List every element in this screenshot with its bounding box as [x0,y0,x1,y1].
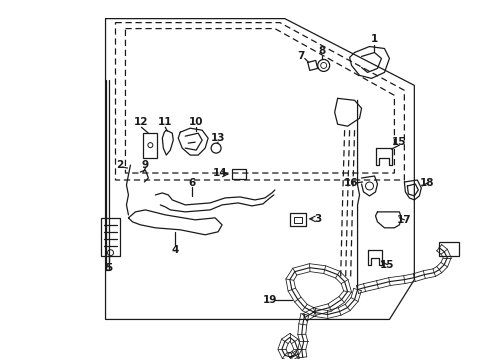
Circle shape [320,62,326,68]
Text: 11: 11 [158,117,172,127]
Bar [289,213,305,226]
Text: 1: 1 [370,33,377,44]
Text: 3: 3 [313,214,321,224]
Text: 5: 5 [105,263,112,273]
Bar [232,169,245,179]
Text: 16: 16 [343,178,357,188]
Text: 13: 13 [210,133,225,143]
Circle shape [107,250,113,256]
Text: 18: 18 [419,178,434,188]
Text: 2: 2 [116,160,123,170]
Text: 7: 7 [297,51,304,62]
Text: 9: 9 [142,160,149,170]
Text: 14: 14 [212,168,227,178]
Circle shape [317,59,329,71]
Circle shape [365,182,373,190]
Text: 6: 6 [188,178,195,188]
Bar [101,218,120,256]
Text: 19: 19 [262,294,277,305]
Text: 15: 15 [391,137,406,147]
Bar [143,133,157,158]
Circle shape [211,143,221,153]
Text: 15: 15 [379,260,394,270]
Bar [438,242,458,256]
Text: 4: 4 [171,245,179,255]
Bar [293,217,301,223]
Text: 12: 12 [134,117,148,127]
Text: 10: 10 [188,117,203,127]
Text: 17: 17 [396,215,411,225]
Text: 8: 8 [317,45,325,55]
Circle shape [147,143,153,148]
